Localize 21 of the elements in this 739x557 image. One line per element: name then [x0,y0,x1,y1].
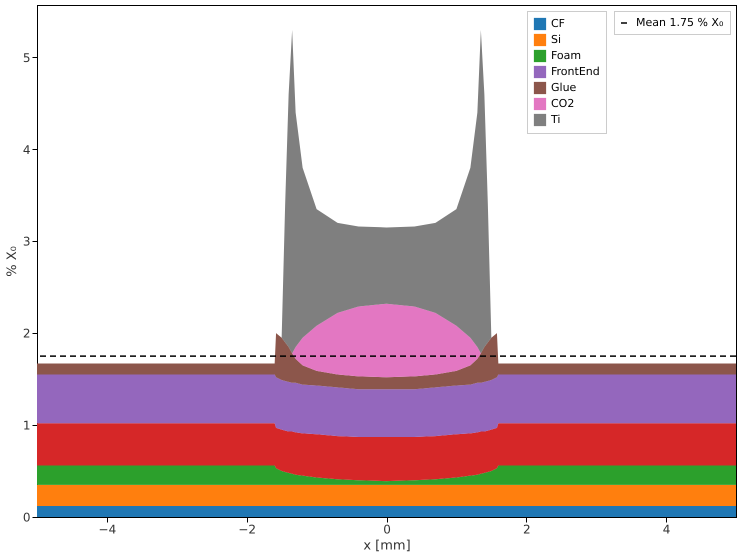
y-tick-label: 4 [22,142,30,157]
legend-label: Glue [551,81,577,94]
x-axis-title: x [mm] [363,538,411,554]
x-tick-label: −4 [98,522,116,536]
legend-label: Si [551,33,562,46]
y-tick-label: 3 [22,234,30,249]
y-tick-label: 2 [22,326,30,341]
x-tick-label: −2 [238,522,256,536]
y-tick-label: 1 [22,418,30,433]
legend-label: FrontEnd [551,65,600,78]
y-tick-label: 5 [22,50,30,65]
legend-label: Foam [551,49,582,62]
legend-label: Ti [550,113,560,126]
y-tick-label: 0 [22,510,30,524]
legend-label: Mean 1.75 % X₀ [636,16,724,29]
x-tick-label: 0 [383,522,391,536]
legend-label: CF [551,17,566,30]
y-axis-title: % X₀ [4,246,20,277]
x-tick-label: 2 [522,522,531,536]
legend-label: CO2 [551,97,574,110]
x-tick-label: 4 [662,522,670,536]
